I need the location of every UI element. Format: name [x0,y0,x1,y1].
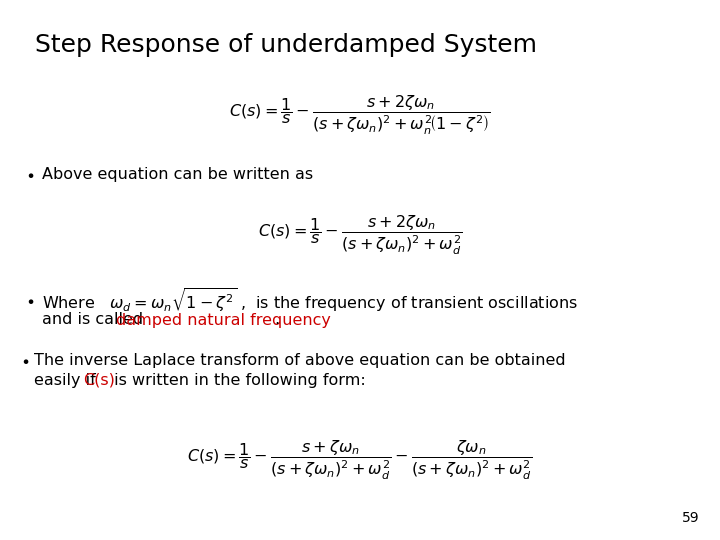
Text: $\bullet$: $\bullet$ [25,293,35,307]
Text: Where   $\omega_d = \omega_n\sqrt{1-\zeta^2}$ ,  is the frequency of transient o: Where $\omega_d = \omega_n\sqrt{1-\zeta^… [42,286,578,314]
Text: easily if: easily if [34,373,101,388]
Text: $\bullet$: $\bullet$ [25,167,35,183]
Text: $C(s) = \dfrac{1}{s} - \dfrac{s + 2\zeta\omega_n}{\left(s + \zeta\omega_n\right): $C(s) = \dfrac{1}{s} - \dfrac{s + 2\zeta… [229,93,491,137]
Text: $C(s) = \dfrac{1}{s} - \dfrac{s + \zeta\omega_n}{\left(s + \zeta\omega_n\right)^: $C(s) = \dfrac{1}{s} - \dfrac{s + \zeta\… [187,438,533,482]
Text: damped natural frequency: damped natural frequency [116,313,331,327]
Text: $\bullet$: $\bullet$ [20,353,30,368]
Text: Above equation can be written as: Above equation can be written as [42,167,313,183]
Text: .: . [274,313,279,327]
Text: is written in the following form:: is written in the following form: [109,373,366,388]
Text: The inverse Laplace transform of above equation can be obtained: The inverse Laplace transform of above e… [34,353,566,368]
Text: and is called: and is called [42,313,148,327]
Text: C(s): C(s) [83,373,115,388]
Text: Step Response of underdamped System: Step Response of underdamped System [35,33,537,57]
Text: $C(s) = \dfrac{1}{s} - \dfrac{s + 2\zeta\omega_n}{\left(s + \zeta\omega_n\right): $C(s) = \dfrac{1}{s} - \dfrac{s + 2\zeta… [258,213,462,256]
Text: 59: 59 [683,511,700,525]
